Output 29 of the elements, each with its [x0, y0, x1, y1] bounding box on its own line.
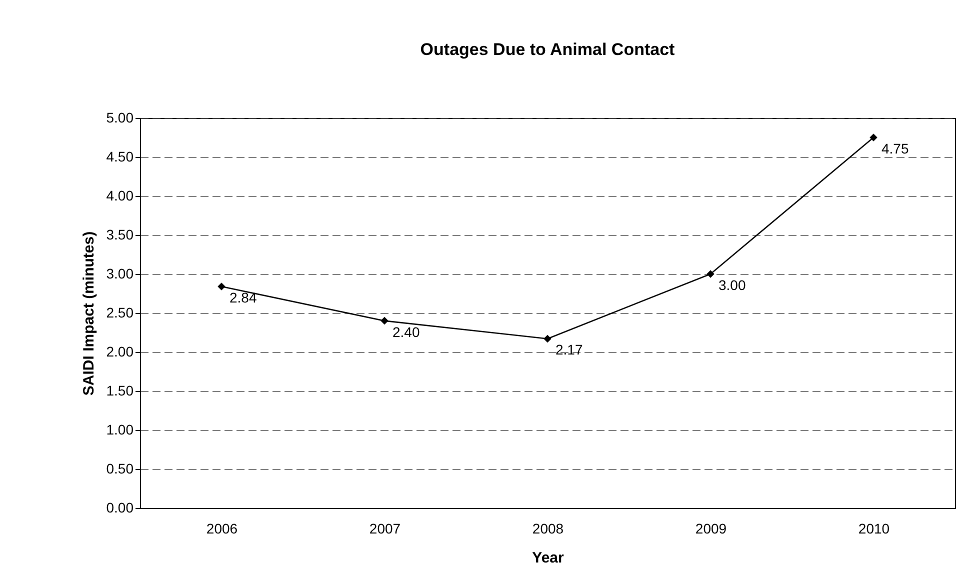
y-tick-label: 4.00	[106, 188, 134, 204]
x-tick-label: 2010	[858, 520, 890, 536]
x-axis-title: Year	[532, 550, 564, 566]
point	[706, 270, 714, 278]
point	[380, 316, 388, 325]
chart-title: Outages Due to Animal Contact	[420, 40, 676, 59]
x-tick-label: 2006	[206, 520, 238, 536]
data-label: 3.00	[718, 277, 746, 293]
y-tick-label: 5.00	[106, 110, 134, 126]
point	[218, 282, 226, 290]
x-tick-label: 2008	[532, 520, 564, 536]
point	[544, 334, 552, 343]
y-tick-label: 4.50	[106, 148, 134, 164]
point	[870, 134, 878, 142]
x-tick-label: 2009	[695, 520, 727, 536]
x-tick-label: 2007	[369, 520, 401, 536]
y-tick-label: 0.00	[106, 500, 134, 516]
y-axis-title: SAIDI Impact (minutes)	[80, 231, 98, 396]
data-label: 2.40	[392, 324, 420, 340]
y-tick-label: 2.50	[106, 304, 134, 320]
y-tick-label: 3.50	[106, 226, 134, 242]
y-tick-label: 0.50	[106, 460, 134, 476]
y-tick-label: 1.50	[106, 382, 134, 398]
y-tick-label: 2.00	[106, 344, 134, 360]
data-label: 4.75	[882, 140, 909, 156]
y-tick-label: 3.00	[106, 266, 134, 282]
data-label: 2.17	[556, 342, 583, 358]
y-tick-label: 1.00	[106, 422, 134, 438]
data-label: 2.84	[230, 289, 257, 306]
